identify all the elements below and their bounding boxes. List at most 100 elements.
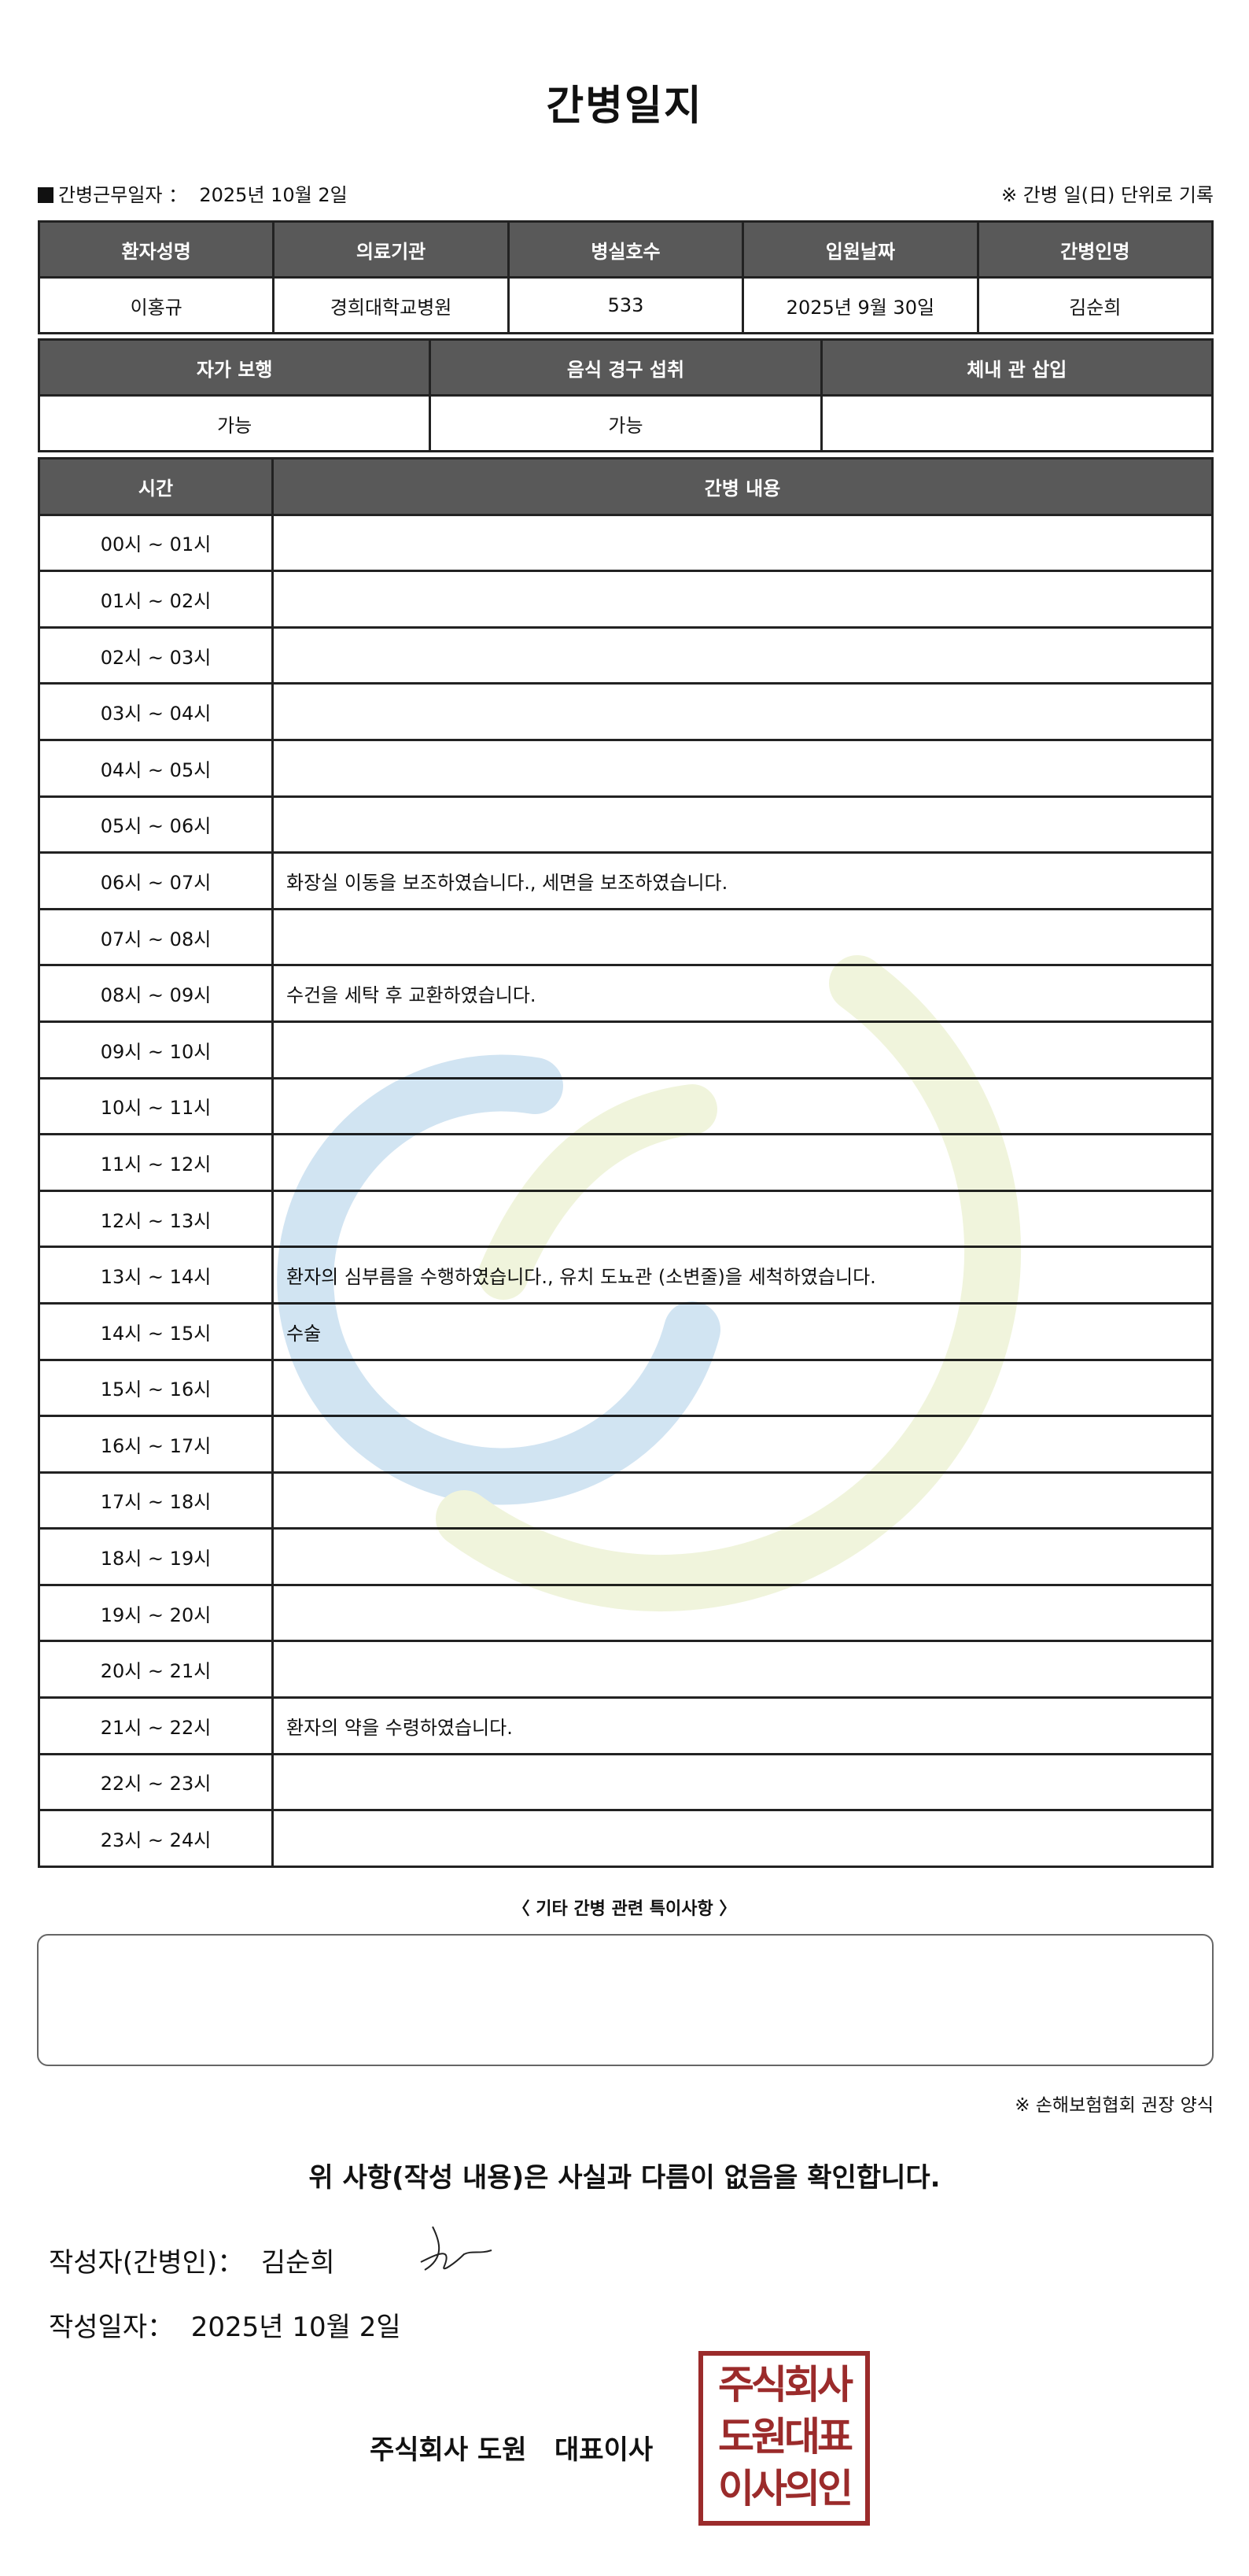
- log-row: 16시 ~ 17시: [38, 1415, 1214, 1474]
- log-row: 19시 ~ 20시: [38, 1583, 1214, 1643]
- log-content[interactable]: [271, 738, 1214, 798]
- info-value-3: 2025년 9월 30일: [742, 276, 979, 334]
- log-time: 18시 ~ 19시: [38, 1527, 274, 1586]
- log-content[interactable]: [271, 513, 1214, 573]
- care-log-table: 시간 간병 내용 00시 ~ 01시 01시 ~ 02시 02시 ~ 03시 03시 …: [38, 457, 1214, 1868]
- work-date-line: 간병근무일자 ： 2025년 10월 2일: [38, 179, 348, 207]
- log-content[interactable]: [271, 1752, 1214, 1812]
- info-value-2: 533: [507, 276, 745, 334]
- log-time: 02시 ~ 03시: [38, 626, 274, 685]
- log-time: 03시 ~ 04시: [38, 682, 274, 741]
- log-row: 08시 ~ 09시 수건을 세탁 후 교환하였습니다.: [38, 964, 1214, 1023]
- log-content[interactable]: [271, 1189, 1214, 1249]
- status-header-1: 음식 경구 섭취: [429, 338, 823, 397]
- info-header-4: 간병인명: [976, 220, 1214, 279]
- log-row: 14시 ~ 15시 수술: [38, 1301, 1214, 1361]
- log-time: 16시 ~ 17시: [38, 1415, 274, 1474]
- log-row: 21시 ~ 22시 환자의 약을 수령하였습니다.: [38, 1696, 1214, 1755]
- log-content[interactable]: 환자의 약을 수령하였습니다.: [271, 1696, 1214, 1755]
- log-content[interactable]: [271, 570, 1214, 629]
- log-content[interactable]: 화장실 이동을 보조하였습니다., 세면을 보조하였습니다.: [271, 851, 1214, 910]
- log-time: 01시 ~ 02시: [38, 570, 274, 629]
- log-row: 18시 ~ 19시: [38, 1527, 1214, 1586]
- log-row: 12시 ~ 13시: [38, 1189, 1214, 1249]
- company-seal-stamp: 주식회사 도원대표 이사의인: [698, 2351, 870, 2526]
- info-header-3: 입원날짜: [742, 220, 979, 279]
- writer-name: 김순희: [260, 2247, 335, 2279]
- log-row: 11시 ~ 12시: [38, 1133, 1214, 1192]
- notes-label: 〈 기타 간병 관련 특이사항 〉: [512, 1899, 737, 1919]
- log-time: 08시 ~ 09시: [38, 964, 274, 1023]
- log-row: 03시 ~ 04시: [38, 682, 1214, 741]
- log-time: 12시 ~ 13시: [38, 1189, 274, 1249]
- log-content[interactable]: [271, 1471, 1214, 1530]
- work-date-label: 간병근무일자 ：: [58, 184, 188, 206]
- log-content[interactable]: 수건을 세탁 후 교환하였습니다.: [271, 964, 1214, 1023]
- status-header-2: 체내 관 삽입: [820, 338, 1214, 397]
- square-bullet-icon: [38, 187, 53, 203]
- log-time: 15시 ~ 16시: [38, 1358, 274, 1418]
- log-time: 07시 ~ 08시: [38, 907, 274, 967]
- log-row: 02시 ~ 03시: [38, 626, 1214, 685]
- log-row: 09시 ~ 10시: [38, 1020, 1214, 1079]
- company-line: 주식회사 도원 대표이사: [370, 2434, 654, 2466]
- log-row: 00시 ~ 01시: [38, 513, 1214, 573]
- log-time: 21시 ~ 22시: [38, 1696, 274, 1755]
- log-row: 22시 ~ 23시: [38, 1752, 1214, 1812]
- log-row: 04시 ~ 05시: [38, 738, 1214, 798]
- recommendation-note: ※ 손해보험협회 권장 양식: [1015, 2095, 1214, 2116]
- log-row: 06시 ~ 07시 화장실 이동을 보조하였습니다., 세면을 보조하였습니다.: [38, 851, 1214, 910]
- written-date-value: 2025년 10월 2일: [190, 2312, 401, 2343]
- unit-note: ※ 간병 일(日) 단위로 기록: [1001, 184, 1214, 206]
- log-time: 19시 ~ 20시: [38, 1583, 274, 1643]
- log-content[interactable]: [271, 1809, 1214, 1868]
- log-row: 15시 ~ 16시: [38, 1358, 1214, 1418]
- log-content[interactable]: [271, 682, 1214, 741]
- written-date-label: 작성일자：: [49, 2312, 175, 2343]
- log-content[interactable]: [271, 1020, 1214, 1079]
- log-time: 00시 ~ 01시: [38, 513, 274, 573]
- log-content[interactable]: [271, 1133, 1214, 1192]
- log-time: 14시 ~ 15시: [38, 1301, 274, 1361]
- log-row: 05시 ~ 06시: [38, 795, 1214, 854]
- log-content[interactable]: [271, 1527, 1214, 1586]
- log-row: 01시 ~ 02시: [38, 570, 1214, 629]
- notes-box[interactable]: [37, 1934, 1214, 2066]
- log-content[interactable]: [271, 1358, 1214, 1418]
- status-value-1: 가능: [429, 394, 823, 452]
- log-time: 11시 ~ 12시: [38, 1133, 274, 1192]
- log-content[interactable]: [271, 1415, 1214, 1474]
- log-time: 09시 ~ 10시: [38, 1020, 274, 1079]
- info-value-4: 김순희: [976, 276, 1214, 334]
- log-content[interactable]: [271, 795, 1214, 854]
- info-header-2: 병실호수: [507, 220, 745, 279]
- log-time: 05시 ~ 06시: [38, 795, 274, 854]
- work-date-value: 2025년 10월 2일: [199, 184, 348, 206]
- log-time: 23시 ~ 24시: [38, 1809, 274, 1868]
- log-content[interactable]: [271, 1583, 1214, 1643]
- written-date-line: 작성일자： 2025년 10월 2일: [49, 2305, 401, 2344]
- log-content[interactable]: 수술: [271, 1301, 1214, 1361]
- log-row: 13시 ~ 14시 환자의 심부름을 수행하였습니다., 유치 도뇨관 (소변줄)…: [38, 1246, 1214, 1305]
- log-content[interactable]: [271, 1640, 1214, 1699]
- log-time: 13시 ~ 14시: [38, 1246, 274, 1305]
- log-content[interactable]: 환자의 심부름을 수행하였습니다., 유치 도뇨관 (소변줄)을 세척하였습니다…: [271, 1246, 1214, 1305]
- confirmation-statement: 위 사항(작성 내용)은 사실과 다름이 없음을 확인합니다.: [308, 2162, 941, 2194]
- status-header-0: 자가 보행: [37, 338, 432, 397]
- status-value-2: [820, 394, 1214, 452]
- log-content[interactable]: [271, 1076, 1214, 1136]
- log-row: 23시 ~ 24시: [38, 1809, 1214, 1868]
- page-title: 간병일지: [546, 83, 703, 130]
- log-time: 06시 ~ 07시: [38, 851, 274, 910]
- log-row: 17시 ~ 18시: [38, 1471, 1214, 1530]
- log-time: 04시 ~ 05시: [38, 738, 274, 798]
- info-header-1: 의료기관: [272, 220, 510, 279]
- log-content[interactable]: [271, 907, 1214, 967]
- log-time: 22시 ~ 23시: [38, 1752, 274, 1812]
- info-header-0: 환자성명: [37, 220, 275, 279]
- patient-info-table: 환자성명 의료기관 병실호수 입원날짜 간병인명 이홍규 경희대학교병원 533 2025년 9…: [37, 220, 1214, 334]
- info-value-1: 경희대학교병원: [272, 276, 510, 334]
- writer-line: 작성자(간병인)： 김순희: [49, 2241, 335, 2279]
- writer-label: 작성자(간병인)：: [49, 2247, 245, 2279]
- log-content[interactable]: [271, 626, 1214, 685]
